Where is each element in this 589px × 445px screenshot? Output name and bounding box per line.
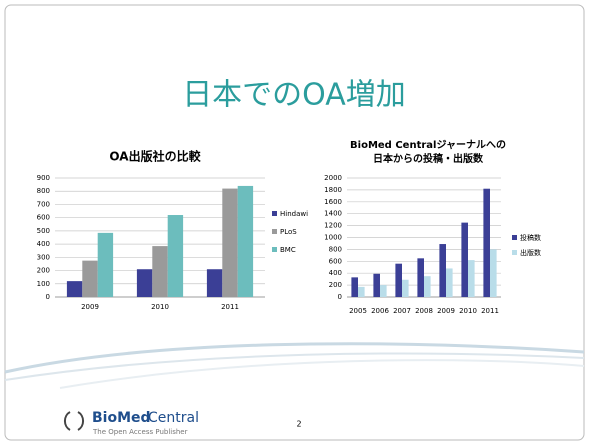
y-tick-label: 800 <box>37 187 50 195</box>
y-tick-label: 400 <box>329 269 342 277</box>
legend-label: 投稿数 <box>520 233 541 242</box>
x-tick-label: 2005 <box>349 307 367 315</box>
legend-swatch <box>272 211 277 216</box>
slide-title: 日本でのOA増加 <box>182 78 406 113</box>
bar <box>461 222 468 297</box>
bar <box>373 273 380 297</box>
y-tick-label: 700 <box>37 200 50 208</box>
bar <box>468 260 475 297</box>
bar <box>97 232 114 297</box>
bar <box>206 269 223 297</box>
bar <box>237 185 254 297</box>
legend-swatch <box>272 247 277 252</box>
bar <box>82 260 98 297</box>
y-tick-label: 300 <box>37 253 50 261</box>
bar <box>490 249 497 297</box>
y-tick-label: 100 <box>37 280 50 288</box>
y-tick-label: 400 <box>37 240 50 248</box>
x-tick-label: 2006 <box>371 307 389 315</box>
bar <box>380 285 387 297</box>
legend-label: 出版数 <box>520 248 541 257</box>
y-tick-label: 500 <box>37 227 50 235</box>
y-tick-label: 600 <box>37 214 50 222</box>
y-tick-label: 1400 <box>324 210 342 218</box>
bar <box>439 244 446 297</box>
bar <box>417 258 424 297</box>
x-tick-label: 2010 <box>459 307 477 315</box>
y-tick-label: 2000 <box>324 174 342 182</box>
y-tick-label: 600 <box>329 257 342 265</box>
legend-swatch <box>512 235 517 240</box>
x-tick-label: 2008 <box>415 307 433 315</box>
y-tick-label: 0 <box>46 293 50 301</box>
x-tick-label: 2011 <box>221 303 239 311</box>
legend-label: BMC <box>280 246 296 254</box>
y-tick-label: 1000 <box>324 234 342 242</box>
y-tick-label: 1800 <box>324 186 342 194</box>
legend-label: PLoS <box>280 228 297 236</box>
y-tick-label: 1600 <box>324 198 342 206</box>
y-tick-label: 900 <box>37 174 50 182</box>
bar <box>402 279 409 297</box>
swoosh <box>4 342 585 374</box>
bar <box>152 246 168 297</box>
x-tick-label: 2010 <box>151 303 169 311</box>
bar <box>358 286 365 297</box>
swoosh <box>4 352 585 381</box>
page-number: 2 <box>296 420 301 429</box>
logo-tagline: The Open Access Publisher <box>92 428 188 436</box>
chart-title: 日本からの投稿・出版数 <box>373 152 484 165</box>
x-tick-label: 2009 <box>437 307 455 315</box>
chart-title: BioMed Centralジャーナルへの <box>350 139 506 151</box>
legend-swatch <box>272 229 277 234</box>
bar <box>351 277 358 297</box>
logo-icon <box>63 411 71 431</box>
bar <box>167 215 184 297</box>
swoosh <box>59 359 585 389</box>
x-tick-label: 2011 <box>481 307 499 315</box>
bar <box>222 188 238 297</box>
logo: BioMed Central The Open Access Publisher <box>63 410 199 436</box>
bar <box>395 263 402 297</box>
x-tick-label: 2009 <box>81 303 99 311</box>
bar <box>446 268 453 297</box>
x-tick-label: 2007 <box>393 307 411 315</box>
logo-name: Central <box>148 410 199 426</box>
bar <box>424 276 431 297</box>
logo-name-bold: BioMed <box>92 410 151 426</box>
chart-title: OA出版社の比較 <box>109 149 201 164</box>
bar <box>483 188 490 297</box>
y-tick-label: 200 <box>37 267 50 275</box>
logo-icon <box>77 411 85 431</box>
y-tick-label: 800 <box>329 245 342 253</box>
y-tick-label: 200 <box>329 281 342 289</box>
slide-frame <box>4 4 585 441</box>
bar <box>66 281 83 297</box>
legend-swatch <box>512 250 517 255</box>
y-tick-label: 1200 <box>324 222 342 230</box>
legend-label: Hindawi <box>280 210 308 218</box>
y-tick-label: 0 <box>338 293 342 301</box>
bar <box>136 269 153 297</box>
